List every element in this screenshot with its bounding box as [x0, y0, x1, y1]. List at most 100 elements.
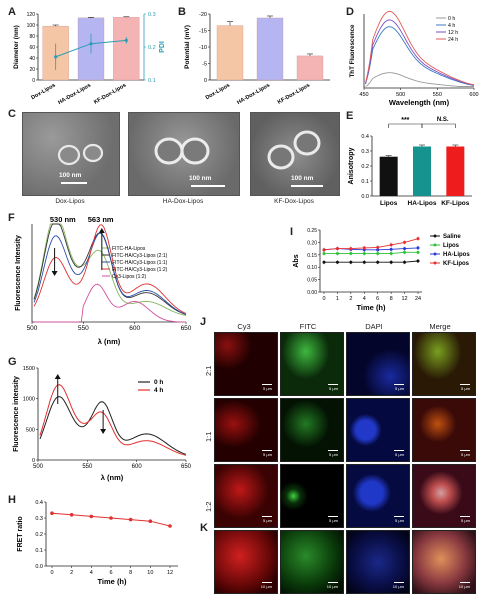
chart-i-point [322, 252, 326, 256]
chart-f-legend-label: Cy3-Lipos (1:2) [112, 274, 147, 280]
chart-i-point [349, 252, 353, 256]
chart-i-legend-marker [433, 243, 437, 247]
chart-i-point [335, 247, 339, 251]
chart-f-series-line [33, 224, 187, 314]
chart-i-legend-label: Saline [443, 234, 461, 240]
chart-d-xtick-label: 450 [359, 92, 368, 98]
chart-i-point [416, 237, 420, 241]
chart-e-ylabel: Anisotropy [348, 147, 355, 184]
micro-1-2-merge: 5 μm [412, 464, 476, 528]
row-label-2-1: 2:1 [204, 365, 213, 376]
chart-d-legend-label: 12 h [448, 30, 458, 36]
panel-label-a: A [8, 6, 16, 18]
chart-i-point [416, 246, 420, 250]
chart-d-xtick-label: 600 [469, 92, 478, 98]
chart-i-point [376, 245, 380, 249]
chart-g-xtick-label: 600 [132, 464, 143, 470]
chart-g-ylabel: Fluorescence intensity [13, 376, 20, 452]
chart-e-ytick-label: 0.3 [361, 149, 369, 155]
scale-label: 5 μm [263, 386, 272, 391]
chart-i-ytick-label: 0.15 [307, 253, 317, 259]
chart-a-ytick-label: 60 [29, 45, 35, 51]
chart-d-series-line [365, 19, 475, 86]
chart-h-point [148, 519, 153, 523]
chart-i-legend-marker [433, 261, 437, 265]
chart-i-xtick-label: 8 [390, 296, 393, 302]
chart-a-y2tick-label: 0.1 [148, 78, 156, 84]
panel-label-b: B [178, 6, 186, 18]
chart-d-xtick-label: 550 [433, 92, 442, 98]
panel-label-k: K [200, 522, 208, 534]
row-label-1-2: 1:2 [204, 501, 213, 512]
chart-h-ytick-label: 0.3 [35, 516, 43, 522]
scale-label-k: 10 μm [458, 584, 470, 589]
col-header-fitc: FITC [299, 322, 317, 331]
chart-b-ytick-label: 0 [204, 78, 207, 84]
chart-h-xtick-label: 4 [90, 570, 93, 576]
chart-b-zeta-potential: 0 -5 -10 -15 -20 Potential (mV) Dox-Lipos HA-Do… [184, 12, 330, 106]
chart-i-point [403, 250, 407, 254]
chart-a-ytick-label: 80 [29, 34, 35, 40]
chart-h-ytick-label: 0.4 [35, 500, 43, 506]
scale-label: 5 μm [395, 452, 404, 457]
chart-g-ytick-label: 500 [26, 427, 35, 433]
scale-label: 5 μm [461, 386, 470, 391]
chart-a-category-label: KF-Dox-Lipos [93, 83, 127, 106]
chart-e-category-label: HA-Lipos [408, 200, 437, 207]
chart-i-xtick-label: 0 [322, 296, 325, 302]
chart-i-point [389, 247, 393, 251]
chart-d-tht-fluorescence: 450 500 550 600 ThT Fluorescence Wavelength (… [349, 10, 479, 107]
chart-e-category-label: KF-Lipos [441, 200, 470, 207]
chart-e-anisotropy: 0.0 0.1 0.2 0.3 0.4 Anisotropy Lipos HA-Lipos KF… [348, 117, 472, 207]
chart-b-bar [256, 17, 284, 81]
chart-g-ytick-label: 1000 [23, 397, 35, 403]
chart-i-xtick-label: 1 [336, 296, 339, 302]
chart-i-xtick-label: 24 [415, 296, 421, 302]
chart-e-ytick-label: 0.2 [361, 164, 369, 170]
chart-i-point [362, 246, 366, 250]
chart-f-arrowhead-up [98, 228, 105, 233]
scale-label: 5 μm [329, 452, 338, 457]
chart-f-series-line [34, 283, 187, 323]
tem-image-dox-lipos: 100 nm [22, 112, 120, 196]
col-header-cy3: Cy3 [237, 322, 251, 331]
chart-b-bar [296, 55, 324, 81]
chart-i-point [349, 260, 353, 264]
chart-b-category-label: Dox-Lipos [205, 83, 231, 102]
chart-f-series-line [33, 223, 187, 316]
chart-i-xlabel: Time (h) [356, 303, 386, 312]
micro-k-cy3: 10 μm [214, 530, 278, 594]
chart-e-ytick-label: 0.4 [361, 134, 369, 140]
chart-g-xtick-label: 650 [181, 464, 192, 470]
chart-i-ylabel: Abs [293, 254, 300, 267]
row-label-1-1: 1:1 [204, 431, 213, 442]
chart-a-category-label: HA-Dox-Lipos [57, 83, 92, 107]
chart-f-xtick-label: 550 [78, 325, 89, 332]
micro-k-merge: 10 μm [412, 530, 476, 594]
chart-d-series-line [365, 72, 474, 87]
chart-a-ytick-label: 40 [29, 56, 35, 62]
chart-i-point [362, 260, 366, 264]
chart-i-point [389, 260, 393, 264]
chart-i-point [389, 252, 393, 256]
chart-g-arrowhead-down [100, 429, 107, 434]
col-header-dapi: DAPI [365, 322, 383, 331]
micro-2-1-dapi: 5 μm [346, 332, 410, 396]
tem-caption-kf-dox-lipos: KF-Dox-Lipos [274, 198, 314, 205]
chart-i-absorbance: 0.000.050.100.150.200.250 1 2 4 6 8 12 24AbsTim… [293, 228, 470, 312]
chart-i-xtick-label: 12 [402, 296, 408, 302]
chart-e-bracket [421, 123, 456, 128]
scalebar-label-kf: 100 nm [291, 175, 314, 182]
chart-i-ytick-label: 0.25 [307, 228, 317, 234]
chart-h-ylabel: FRET ratio [17, 516, 24, 551]
tem-image-kf-dox-lipos: 100 nm [250, 112, 340, 196]
chart-g-ytick-label: 1500 [23, 366, 35, 372]
micro-1-1-merge: 5 μm [412, 398, 476, 462]
chart-h-point [69, 513, 74, 517]
scale-label: 5 μm [395, 386, 404, 391]
chart-f-xtick-label: 600 [129, 325, 140, 332]
chart-e-annotation: *** [401, 117, 409, 124]
chart-a-ytick-label: 120 [27, 12, 36, 18]
chart-g-legend-label: 4 h [154, 387, 163, 394]
